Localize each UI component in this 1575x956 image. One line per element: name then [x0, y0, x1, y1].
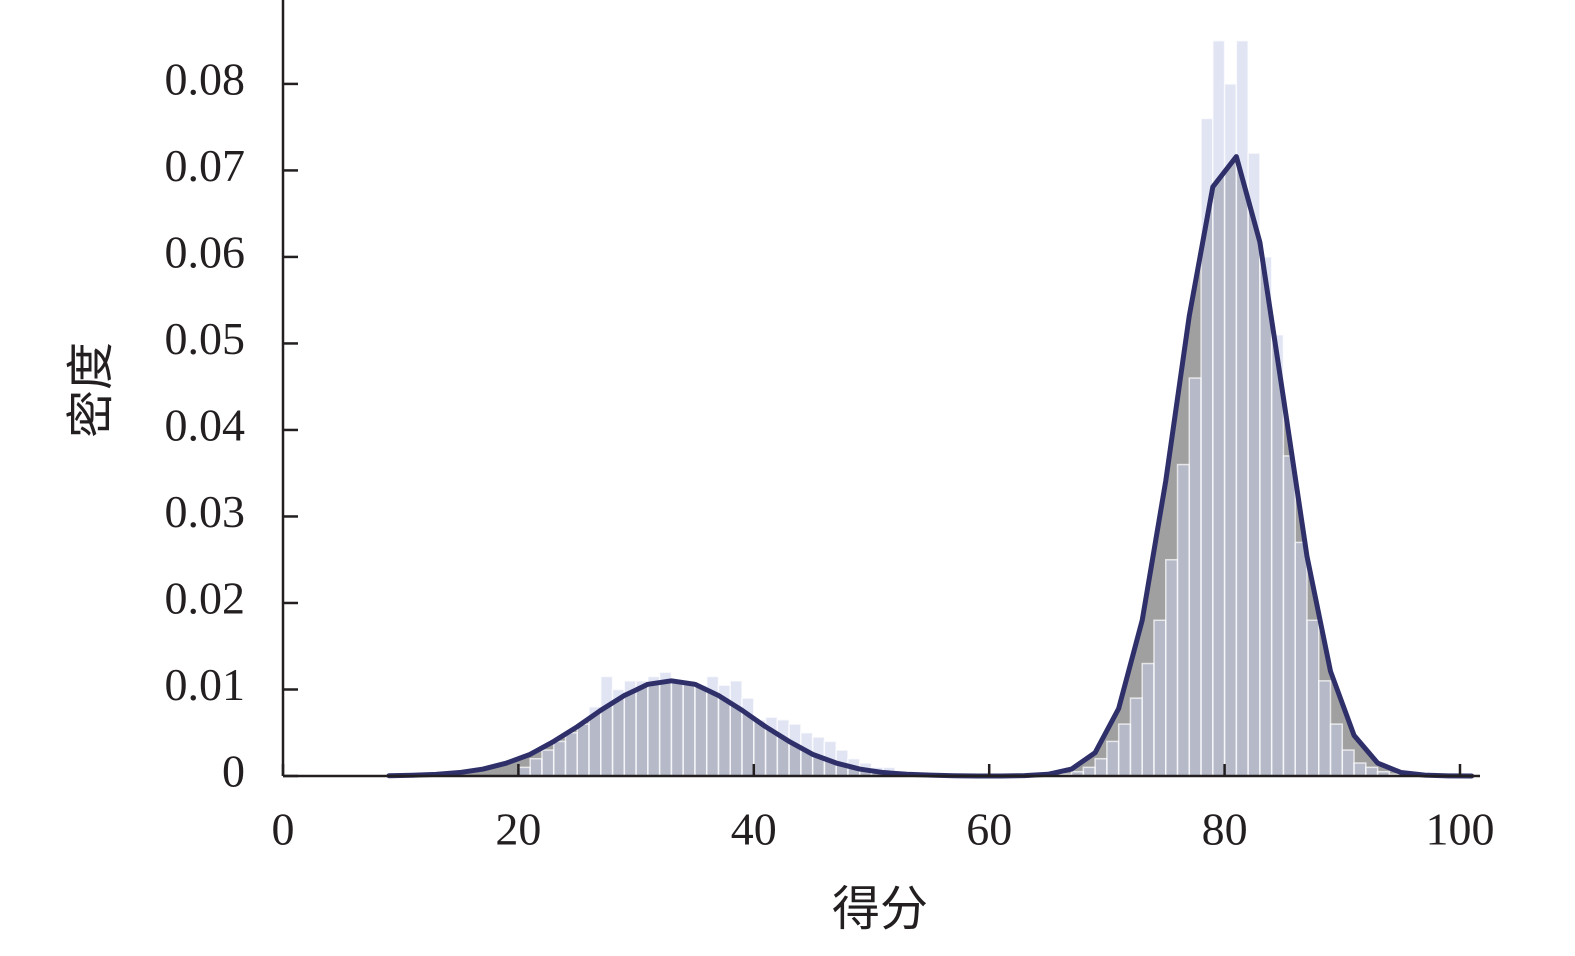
histogram-bar	[682, 680, 696, 777]
histogram-bar	[1365, 766, 1379, 777]
histogram-bar	[1282, 455, 1296, 777]
histogram-bar	[1329, 723, 1344, 777]
histogram-bar	[552, 740, 567, 777]
histogram-bar	[670, 680, 684, 777]
y-tick-label: 0.03	[165, 486, 246, 537]
x-tick-label: 40	[731, 804, 777, 855]
histogram-bar	[1306, 619, 1320, 777]
histogram-bar	[1235, 39, 1249, 777]
histogram-bar	[647, 675, 661, 777]
x-axis-title: 得分	[832, 883, 928, 936]
x-tick-label: 100	[1425, 804, 1494, 855]
histogram-bar	[1188, 377, 1202, 777]
histogram-bar	[729, 680, 743, 777]
y-tick-label: 0.05	[165, 313, 246, 364]
histogram-bar	[694, 684, 708, 777]
histogram-bar	[1259, 256, 1273, 777]
histogram-bar	[788, 723, 802, 777]
x-tick-label: 80	[1202, 804, 1248, 855]
histogram-bar	[1117, 723, 1132, 777]
histogram-bar	[1176, 463, 1191, 777]
x-tick-label: 0	[272, 804, 295, 855]
histogram-bar	[1223, 83, 1238, 777]
histogram-bar	[517, 766, 531, 777]
histogram-bar	[600, 675, 614, 777]
y-tick-label: 0.04	[165, 400, 246, 451]
histogram-bar	[1153, 619, 1167, 777]
histogram-bar	[576, 723, 590, 777]
histogram-bar	[635, 680, 649, 777]
y-axis-title: 密度	[65, 342, 118, 438]
histogram-bar	[1141, 662, 1155, 777]
histogram-bar	[1341, 749, 1355, 777]
histogram-bar	[776, 719, 790, 777]
histogram-bar	[1318, 680, 1332, 777]
x-tick-label: 20	[495, 804, 541, 855]
y-tick-label: 0	[222, 746, 245, 797]
y-tick-label: 0.01	[165, 659, 246, 710]
histogram-bar	[1164, 558, 1179, 777]
histogram-bar	[658, 671, 673, 777]
y-tick-label: 0.08	[165, 53, 246, 104]
x-tick-label: 60	[966, 804, 1012, 855]
y-tick-label: 0.07	[165, 140, 246, 191]
histogram-bar	[529, 757, 543, 777]
histogram-bar	[1094, 757, 1108, 777]
histogram-bar	[1294, 541, 1308, 777]
histogram-bar	[1129, 697, 1143, 777]
histogram-bar	[564, 731, 578, 777]
y-tick-label: 0.06	[165, 226, 246, 277]
histogram-bar	[1106, 740, 1120, 777]
histogram-bar	[1082, 766, 1096, 777]
histogram-bar	[1212, 39, 1226, 777]
histogram-bar	[541, 749, 555, 777]
histogram-bar	[1353, 762, 1367, 777]
y-tick-label: 0.02	[165, 573, 246, 624]
